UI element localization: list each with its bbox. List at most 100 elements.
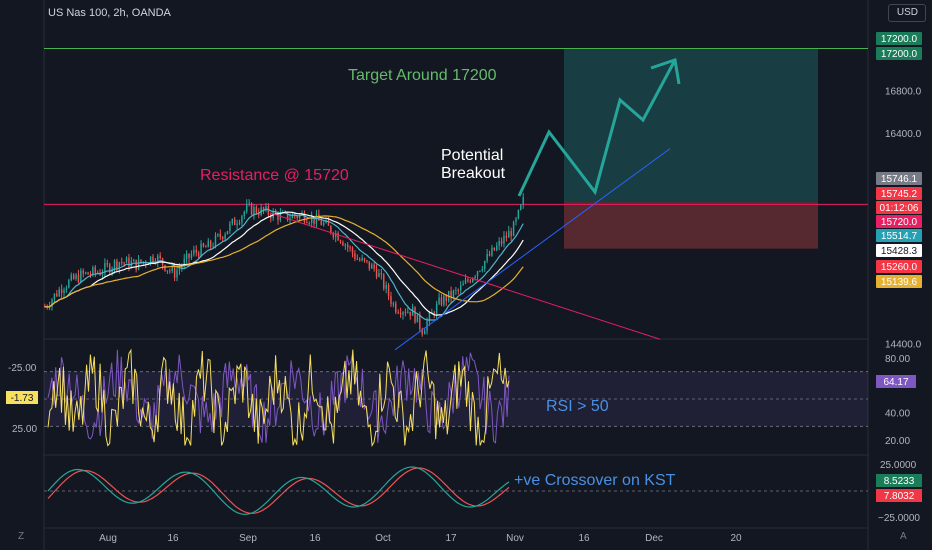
rsi-value-text: 64.17: [883, 377, 908, 388]
candle-body: [217, 234, 219, 236]
time-tick-label: 16: [167, 533, 179, 544]
rsi-left-tick-label: 25.00: [12, 424, 37, 435]
candle-body: [337, 233, 339, 241]
candle-body: [152, 256, 154, 262]
candle-body: [236, 223, 238, 226]
candle-body: [428, 312, 431, 322]
candle-body: [113, 260, 116, 269]
candle-body: [75, 274, 77, 279]
candle-body: [53, 293, 56, 300]
candle-body: [390, 296, 392, 304]
price-label-badge: [876, 201, 922, 214]
candle-body: [118, 262, 121, 269]
candle-body: [438, 297, 440, 304]
corner-label-left[interactable]: Z: [18, 531, 25, 542]
candle-body: [258, 213, 260, 215]
candle-body: [303, 212, 306, 223]
candle-body: [171, 267, 173, 272]
breakout-annotation-line1: Potential: [441, 147, 504, 164]
candle-body: [515, 218, 517, 222]
candle-body: [368, 261, 371, 269]
candle-body: [404, 312, 407, 314]
price-label-text: 15428.3: [881, 246, 918, 257]
candle-body: [137, 259, 140, 270]
candle-body: [277, 213, 279, 220]
candle-body: [366, 260, 368, 262]
candle-body: [92, 267, 94, 275]
candle-body: [462, 283, 464, 286]
descending-trendline: [269, 212, 661, 340]
candle-body: [315, 214, 318, 224]
candle-body: [349, 247, 351, 249]
candle-body: [72, 274, 75, 279]
candle-body: [407, 311, 409, 314]
candle-body: [70, 274, 72, 281]
candle-body: [185, 253, 188, 259]
currency-box[interactable]: [888, 4, 926, 22]
rsi-tick-label: 40.00: [885, 409, 910, 420]
price-label-text: 17200.0: [881, 34, 918, 45]
candle-body: [229, 223, 231, 232]
candle-body: [500, 240, 503, 244]
price-label-badge: [876, 187, 922, 200]
time-tick-label: 17: [445, 533, 457, 544]
candle-body: [512, 221, 515, 236]
candle-body: [455, 289, 457, 291]
candle-body: [255, 206, 258, 214]
candle-body: [188, 253, 190, 258]
candle-body: [123, 262, 125, 264]
price-label-text: 15139.6: [881, 277, 918, 288]
candle-body: [200, 243, 202, 257]
candle-body: [51, 299, 53, 307]
corner-label-right[interactable]: A: [900, 531, 907, 542]
candle-body: [267, 206, 270, 215]
time-tick-label: Oct: [375, 533, 391, 544]
candle-body: [231, 218, 234, 224]
rsi-tick-label: 80.00: [885, 354, 910, 365]
candle-body: [121, 262, 123, 264]
candle-body: [354, 253, 356, 259]
candle-body: [399, 312, 402, 315]
time-tick-label: Aug: [99, 533, 117, 544]
candle-body: [157, 255, 159, 263]
price-label-text: 15514.7: [881, 231, 918, 242]
time-tick-label: 16: [578, 533, 590, 544]
time-tick-label: Sep: [239, 533, 257, 544]
resistance-annotation: Resistance @ 15720: [200, 167, 349, 184]
kst-value-badge: [876, 474, 922, 487]
candle-body: [207, 240, 209, 248]
candle-body: [77, 274, 80, 283]
kst-line: [47, 466, 510, 515]
candle-body: [306, 222, 308, 224]
candle-body: [176, 270, 178, 278]
price-label-badge: [876, 260, 922, 273]
candle-body: [181, 266, 183, 269]
candle-body: [375, 268, 378, 277]
candle-body: [351, 247, 354, 254]
time-tick-label: 20: [730, 533, 742, 544]
candle-body: [193, 249, 195, 254]
price-label-badge: [876, 229, 922, 242]
candle-body: [262, 207, 265, 211]
candle-body: [498, 240, 500, 246]
time-tick-label: Nov: [506, 533, 524, 544]
rsi-signal-line: [47, 348, 510, 448]
candle-body: [409, 311, 411, 316]
price-label-badge: [876, 215, 922, 228]
kst-tick-label: 25.0000: [880, 460, 917, 471]
candle-body: [517, 209, 520, 219]
kst-value-text: 8.5233: [884, 476, 915, 487]
candle-body: [108, 264, 111, 273]
candle-body: [94, 267, 97, 273]
candle-body: [87, 272, 89, 275]
currency-selector[interactable]: USD: [896, 7, 918, 18]
candle-body: [205, 246, 207, 248]
candle-body: [133, 259, 135, 262]
candle-body: [476, 271, 479, 277]
rsi-tick-label: 20.00: [885, 436, 910, 447]
candle-body: [56, 293, 58, 297]
candle-body: [334, 233, 337, 238]
candle-body: [238, 222, 241, 224]
candle-body: [226, 231, 229, 235]
